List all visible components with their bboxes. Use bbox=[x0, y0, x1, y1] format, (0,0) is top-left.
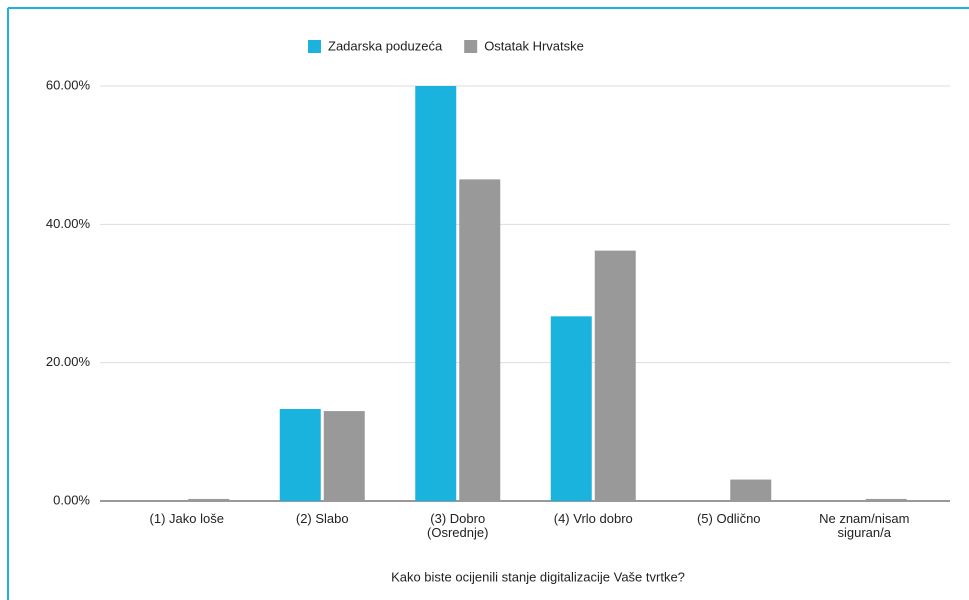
y-tick-label: 60.00% bbox=[46, 77, 91, 92]
bar bbox=[188, 498, 230, 501]
bar bbox=[865, 498, 907, 501]
x-tick-label: (2) Slabo bbox=[295, 511, 349, 526]
x-tick-label: (3) Dobro (Osrednje) bbox=[427, 511, 489, 540]
bar bbox=[279, 409, 321, 501]
bar bbox=[550, 316, 592, 501]
y-tick-label: 0.00% bbox=[53, 492, 90, 507]
bar bbox=[323, 411, 365, 501]
x-tick-label: Ne znam/nisam siguran/a bbox=[819, 511, 910, 540]
bar bbox=[730, 479, 772, 501]
bar bbox=[594, 250, 636, 501]
y-tick-label: 20.00% bbox=[46, 354, 91, 369]
legend-label: Zadarska poduzeća bbox=[328, 38, 443, 53]
legend-label: Ostatak Hrvatske bbox=[484, 38, 584, 53]
legend-swatch bbox=[308, 40, 321, 53]
x-tick-label: (4) Vrlo dobro bbox=[553, 511, 633, 526]
x-tick-label: (5) Odlično bbox=[696, 511, 761, 526]
x-axis-title: Kako biste ocijenili stanje digitalizaci… bbox=[391, 569, 685, 584]
x-tick-label: (1) Jako loše bbox=[149, 511, 224, 526]
y-tick-label: 40.00% bbox=[46, 216, 91, 231]
bar bbox=[415, 86, 457, 501]
bar bbox=[459, 179, 501, 501]
legend-swatch bbox=[464, 40, 478, 53]
